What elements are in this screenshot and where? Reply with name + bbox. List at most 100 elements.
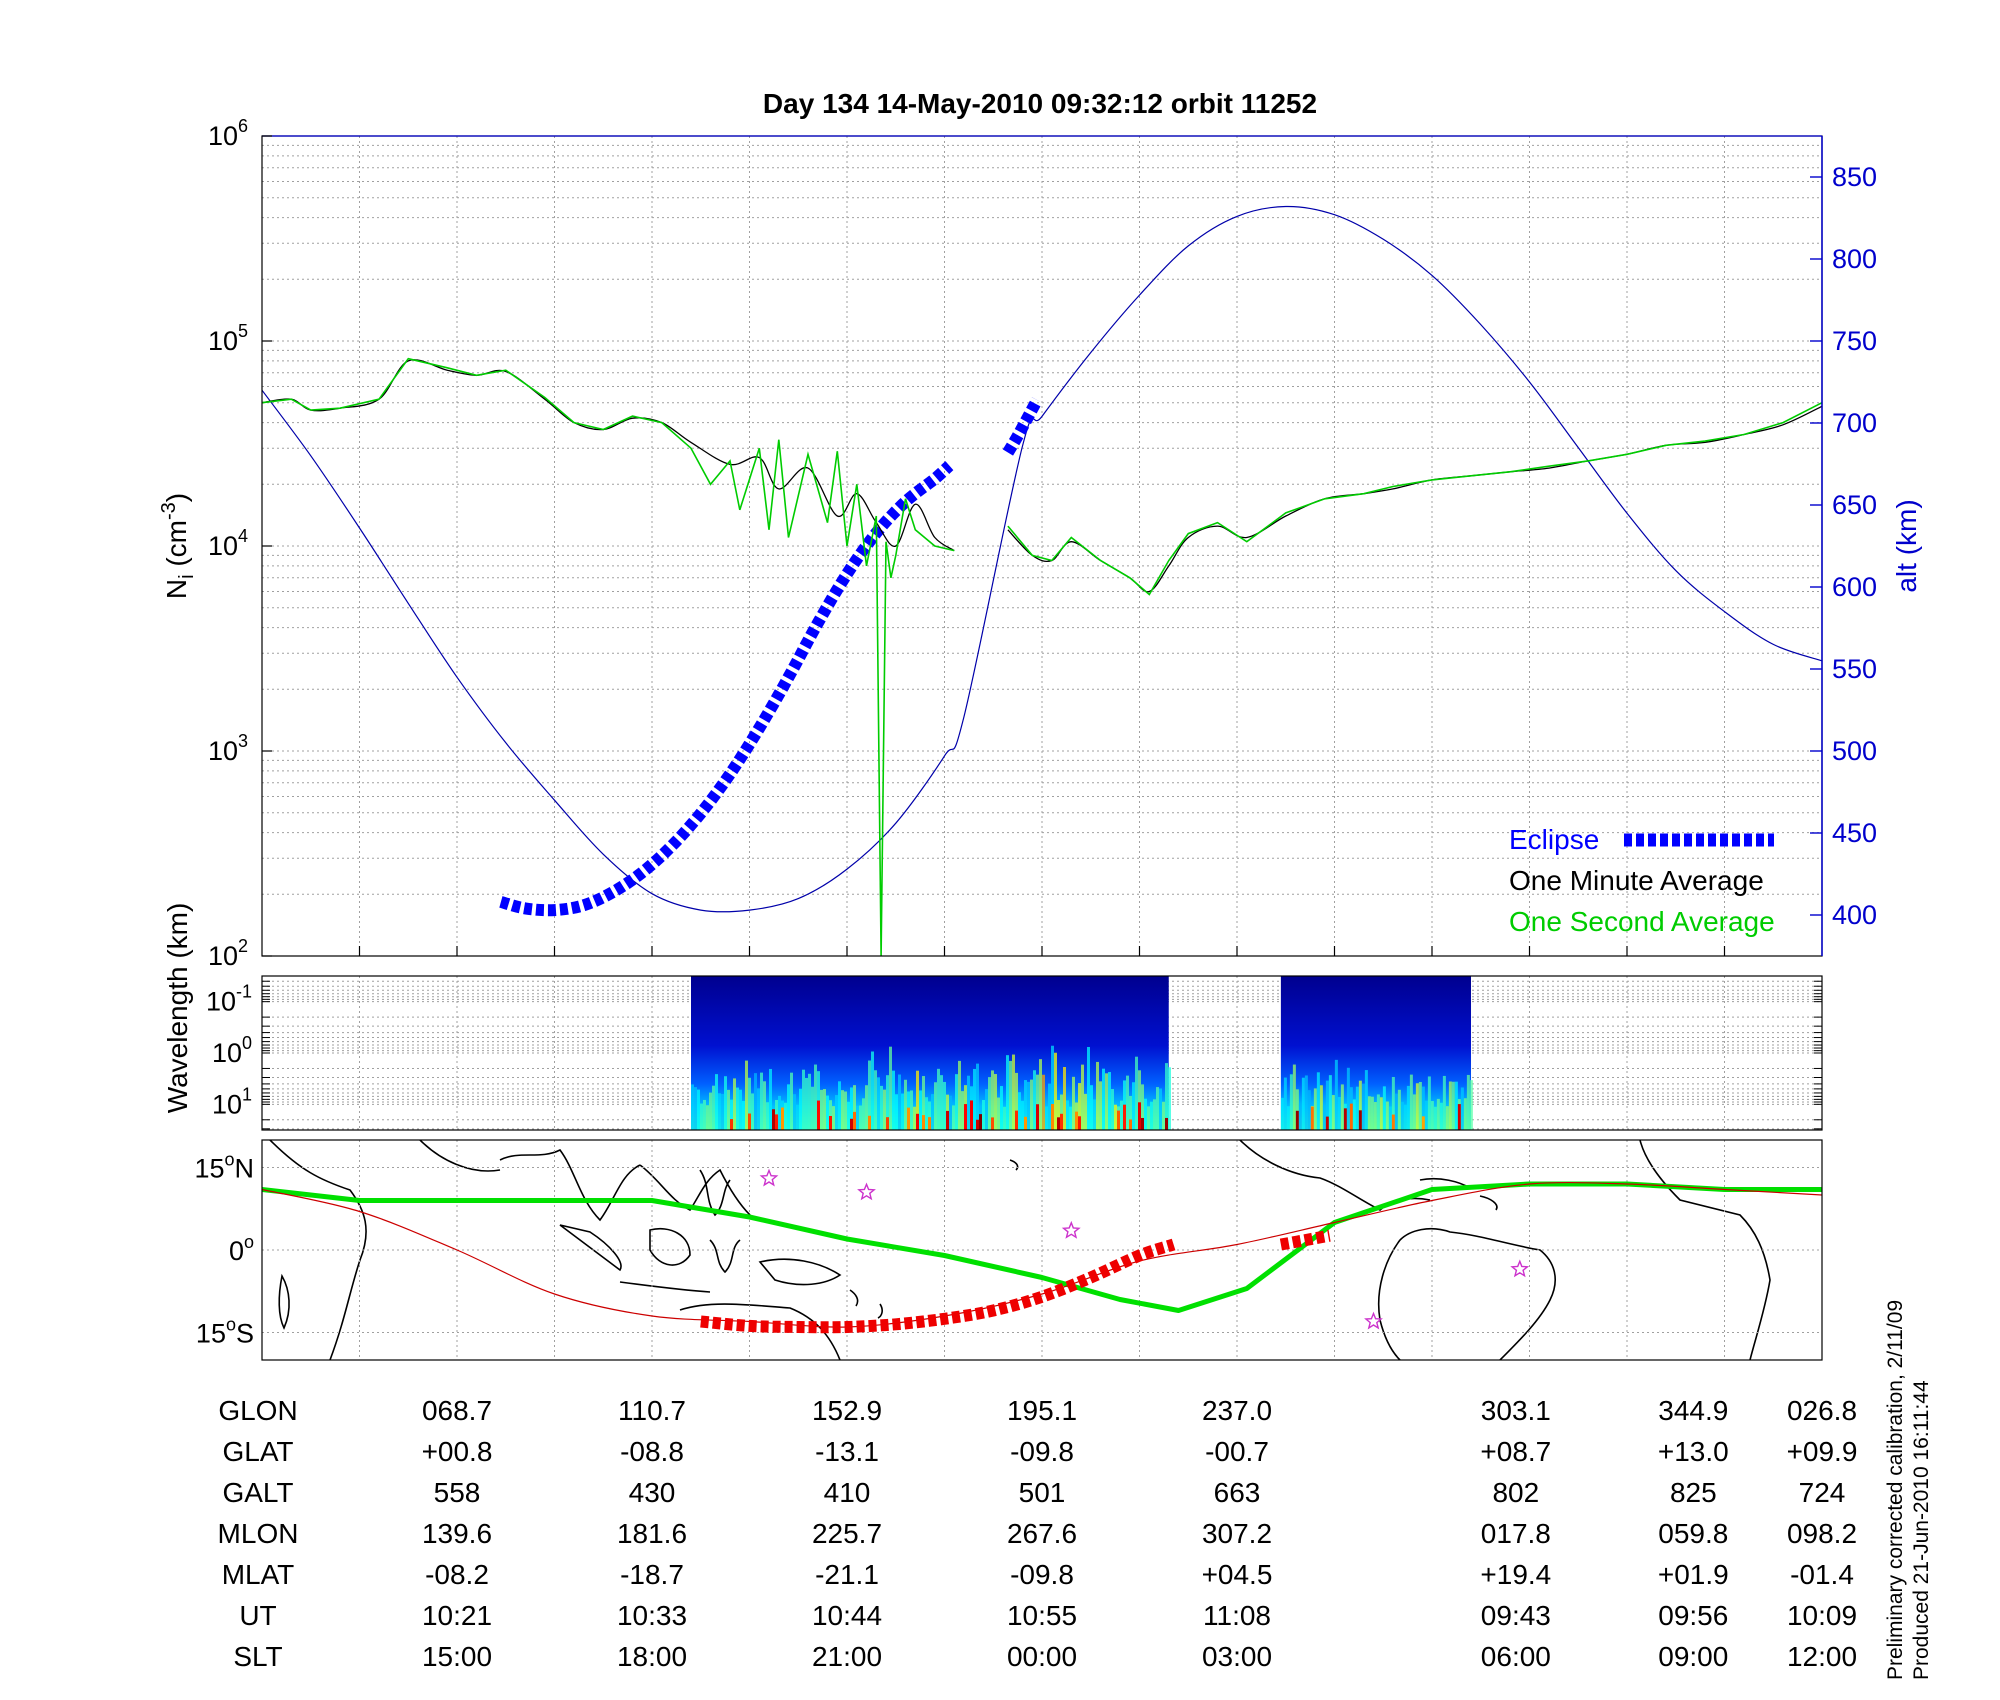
spectrogram-column [1307,1090,1311,1130]
spectrogram-column [934,1082,937,1130]
spectrogram-hotspot [1165,1117,1168,1130]
spectrogram-column [952,1105,955,1130]
altitude-axis-label: alt (km) [1891,499,1922,592]
density-grid [262,136,1822,956]
wavelength-axis-label: Wavelength (km) [162,903,193,1114]
spectrogram-column [1090,1085,1093,1130]
one-second-average-line [1007,401,1823,596]
spectrogram-column [973,1068,976,1130]
spectrogram-hotspot [1078,1116,1081,1130]
spectrogram-column [1009,1060,1012,1130]
spectrogram-column [925,1097,928,1130]
spectrogram-column [811,1086,814,1130]
coastline-philippines [699,1169,731,1217]
spectrogram-hotspot [829,1115,832,1130]
table-cell: 344.9 [1658,1395,1728,1426]
spectrogram-column [691,1084,694,1130]
table-cell: +04.5 [1202,1559,1273,1590]
spectrogram-column [1165,1063,1168,1130]
spectrogram-column [727,1089,730,1130]
spectrogram-column [922,1076,925,1130]
altitude-ytick-label: 850 [1832,162,1877,192]
altitude-ytick-label: 400 [1832,900,1877,930]
spectrogram-column [1033,1070,1036,1130]
spectrogram-column [1412,1094,1416,1130]
spectrogram-column [1370,1096,1374,1130]
spectrogram-hotspot [1036,1104,1039,1130]
spectrogram-column [862,1098,865,1130]
spectrogram-column [703,1099,706,1130]
spectrogram-column [1042,1074,1045,1130]
spectrogram-hotspot [1015,1110,1018,1130]
spectrogram-column [859,1105,862,1130]
altitude-ytick-label: 700 [1832,408,1877,438]
table-cell: 558 [434,1477,481,1508]
spectrogram-column [1295,1089,1299,1130]
latitude-tick-hemisphere: S [236,1319,254,1349]
spectrogram-column [844,1091,847,1130]
spectrogram-column [1141,1084,1144,1130]
spectrogram-column [1126,1075,1129,1130]
table-cell: 267.6 [1007,1518,1077,1549]
star-marker [1510,1259,1530,1278]
spectrogram-column [1159,1088,1162,1130]
spectrogram-column [1424,1100,1428,1130]
spectrogram-hotspot [1349,1103,1353,1130]
spectrogram-column [1003,1106,1006,1130]
table-cell: 303.1 [1481,1395,1551,1426]
spectrogram-column [901,1093,904,1130]
spectrogram-hotspot [1343,1108,1347,1130]
spectrogram-hotspot [772,1109,775,1130]
spectrogram-column [865,1085,868,1130]
density-ytick-exp: 4 [238,526,248,546]
spectrogram-column [1168,1067,1171,1130]
wavelength-ytick-label: 10-1 [206,982,252,1017]
spectrogram-hotspot [1457,1104,1461,1130]
table-cell: 11:08 [1203,1600,1271,1631]
latitude-tick-label: 15oN [194,1150,254,1184]
spectrogram-column [868,1060,871,1130]
spectrogram-column [724,1076,727,1130]
spectrogram-hotspot [922,1115,925,1130]
spectrogram-column [1147,1106,1150,1130]
spectrogram-column [1156,1087,1159,1130]
spectrogram-column [1150,1101,1153,1130]
spectrogram-column [1460,1087,1464,1130]
table-cell: 10:09 [1787,1600,1857,1631]
spectrogram-column [790,1072,793,1130]
calibration-note: Preliminary corrected calibration, 2/11/… [1884,1300,1907,1680]
spectrogram-column [967,1075,970,1130]
table-cell: 09:43 [1481,1600,1551,1631]
eclipse-track-segment [700,1238,1176,1334]
density-ytick-exp: 5 [238,321,248,341]
spectrogram-column [1120,1100,1123,1130]
spectrogram-column [1397,1089,1401,1130]
table-cell: +09.9 [1787,1436,1858,1467]
density-axis-label-unit: (cm [161,520,192,574]
spectrogram-column [694,1087,697,1130]
table-cell: 225.7 [812,1518,882,1549]
density-axis-label-close: ) [161,493,192,502]
spectrogram-column [1319,1085,1323,1130]
table-row-label: MLAT [222,1559,295,1590]
spectrogram-column [1328,1075,1332,1130]
density-axis-label-exponent: -3 [158,502,180,520]
spectrogram-column [829,1100,832,1130]
spectrogram-column [1084,1093,1087,1130]
spectrogram-column [745,1060,748,1130]
spectrogram-column [796,1104,799,1130]
spectrogram-column [1114,1104,1117,1130]
latitude-tick-degrees: 15 [194,1154,224,1184]
spectrogram-column [1400,1101,1404,1130]
spectrogram-column [940,1075,943,1130]
table-cell: 724 [1799,1477,1846,1508]
spectrogram-column [1445,1106,1449,1130]
spectrogram-column [751,1093,754,1130]
table-cell: 09:00 [1658,1641,1728,1672]
coastline-africa-east [269,1140,367,1360]
spectrogram-column [769,1068,772,1130]
coastline-sumatra [559,1224,622,1272]
